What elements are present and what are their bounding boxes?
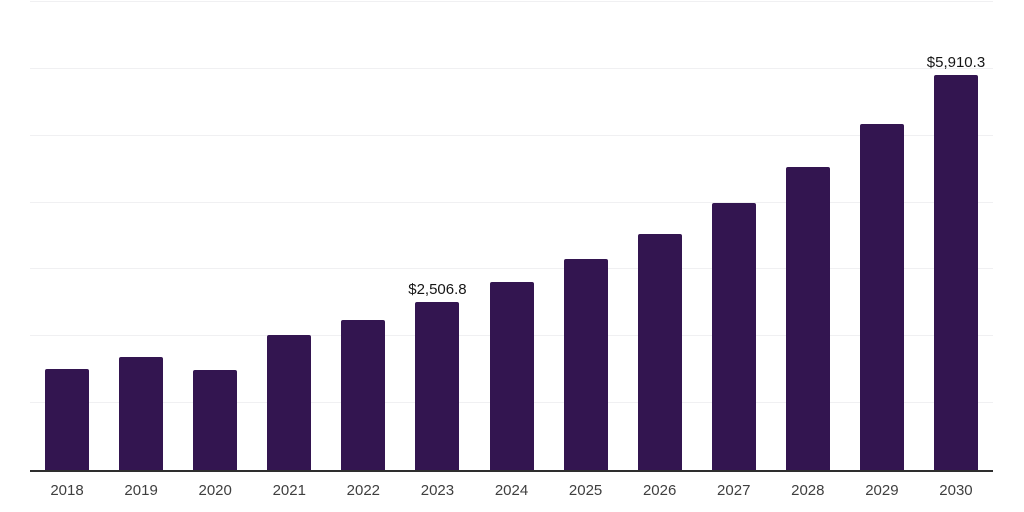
gridline-6000: [30, 67, 993, 69]
bar-slot-2026: [623, 2, 697, 470]
bar-2029: [859, 123, 904, 470]
bar-slot-2019: [104, 2, 178, 470]
bar-2021: [267, 335, 312, 470]
bar-2022: [341, 319, 386, 470]
x-tick-label-2022: 2022: [346, 482, 381, 499]
bar-2028: [785, 167, 830, 470]
x-tick-label-2027: 2027: [717, 482, 751, 499]
value-label-2030: $5,910.3: [926, 53, 986, 71]
x-tick-label-2020: 2020: [198, 482, 232, 499]
bar-slot-2024: [474, 2, 548, 470]
plot-area: $2,506.8 $5,910.3: [30, 1, 993, 470]
bar-2027: [711, 203, 756, 470]
x-tick-label-2018: 2018: [50, 482, 84, 499]
bar-2026: [637, 234, 682, 470]
bar-slot-2030: $5,910.3: [919, 2, 993, 470]
bar-2019: [119, 357, 164, 470]
x-tick-label-2029: 2029: [865, 482, 899, 499]
bar-2023: $2,506.8: [408, 282, 467, 470]
bar-slot-2020: [178, 2, 252, 470]
bar-slot-2027: [697, 2, 771, 470]
x-tick-label-2028: 2028: [791, 482, 825, 499]
bar-slot-2029: [845, 2, 919, 470]
gridline-4000: [30, 201, 993, 203]
bar-2025: [563, 259, 608, 470]
x-tick-label-2023: 2023: [420, 482, 455, 499]
x-tick-label-2030: 2030: [939, 482, 973, 499]
x-tick-label-2024: 2024: [494, 482, 529, 499]
x-tick-label-2021: 2021: [272, 482, 306, 499]
bar-2020: [193, 370, 238, 470]
bar-2024: [489, 282, 534, 470]
gridline-5000: [30, 134, 993, 136]
bar-slot-2018: [30, 2, 104, 470]
x-tick-label-2025: 2025: [568, 482, 603, 499]
bar-2030: $5,910.3: [927, 55, 985, 470]
bar-slot-2025: [549, 2, 623, 470]
bar-slot-2021: [252, 2, 326, 470]
bar-slot-2028: [771, 2, 845, 470]
gridline-7000: [30, 1, 993, 2]
x-axis-line: [30, 470, 993, 472]
x-axis-labels: 2018 2019 2020 2021 2022 2023 2024 2025 2026 2027…: [30, 481, 993, 501]
gridline-3000: [30, 268, 993, 270]
x-tick-label-2026: 2026: [642, 482, 677, 499]
value-label-2023: $2,506.8: [408, 281, 467, 299]
bar-2018: [45, 369, 90, 470]
bar-slot-2023: $2,506.8: [400, 2, 474, 470]
bar-slot-2022: [326, 2, 400, 470]
x-tick-label-2019: 2019: [124, 482, 158, 499]
